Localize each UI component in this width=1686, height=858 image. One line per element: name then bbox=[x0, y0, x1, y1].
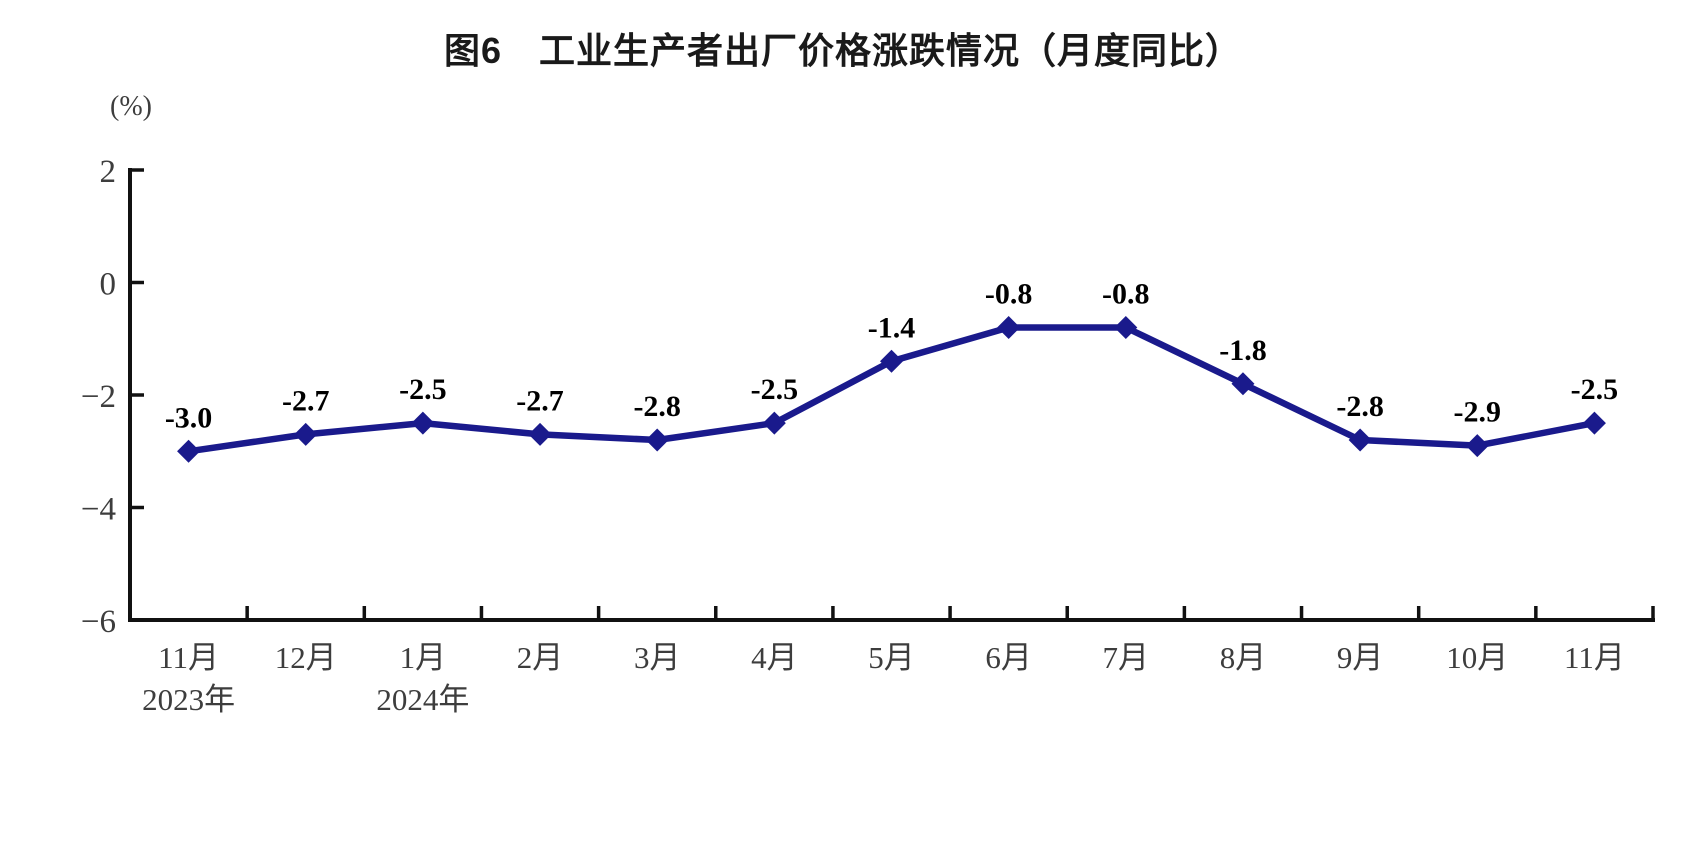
data-point-label: -2.7 bbox=[516, 384, 564, 417]
x-tick-label: 11月 bbox=[158, 640, 219, 675]
data-point-marker bbox=[645, 428, 669, 452]
y-tick-label: −6 bbox=[81, 604, 116, 640]
data-point-label: -2.9 bbox=[1454, 396, 1502, 429]
data-point-marker bbox=[1348, 428, 1372, 452]
data-point-marker bbox=[177, 439, 201, 463]
data-point-marker bbox=[880, 349, 903, 373]
x-tick-label: 6月 bbox=[985, 640, 1032, 675]
year-label: 2024年 bbox=[376, 682, 469, 717]
x-tick-label: 11月 bbox=[1564, 640, 1625, 675]
data-point-marker bbox=[1231, 372, 1255, 396]
data-point-marker bbox=[1114, 316, 1138, 339]
data-point-label: -2.7 bbox=[282, 384, 330, 417]
data-point-label: -2.5 bbox=[399, 373, 447, 406]
chart-title: 图6 工业生产者出厂价格涨跌情况（月度同比） bbox=[443, 30, 1243, 71]
data-point-marker bbox=[411, 411, 435, 435]
data-point-marker bbox=[294, 422, 318, 446]
y-tick-label: −4 bbox=[81, 492, 116, 528]
data-point-marker bbox=[528, 422, 552, 446]
x-tick-label: 2月 bbox=[517, 640, 564, 675]
y-axis-unit-label: (%) bbox=[110, 91, 152, 122]
x-tick-label: 4月 bbox=[751, 640, 798, 675]
year-label: 2023年 bbox=[142, 682, 235, 717]
x-tick-label: 10月 bbox=[1446, 640, 1508, 675]
x-tick-label: 3月 bbox=[634, 640, 681, 675]
y-tick-label: 0 bbox=[100, 267, 117, 303]
x-tick-label: 9月 bbox=[1337, 640, 1384, 675]
data-point-label: -0.8 bbox=[1102, 278, 1150, 311]
data-point-label: -1.8 bbox=[1219, 334, 1267, 367]
data-point-label: -0.8 bbox=[985, 278, 1033, 311]
data-point-marker bbox=[762, 411, 786, 435]
data-point-label: -2.5 bbox=[751, 373, 799, 406]
data-point-marker bbox=[1582, 411, 1606, 435]
y-tick-label: −2 bbox=[81, 379, 116, 415]
x-tick-label: 1月 bbox=[400, 640, 447, 675]
data-point-label: -3.0 bbox=[165, 401, 213, 434]
x-tick-label: 5月 bbox=[868, 640, 915, 675]
data-point-marker bbox=[997, 316, 1021, 339]
data-point-label: -1.4 bbox=[868, 311, 916, 344]
data-point-label: -2.5 bbox=[1571, 373, 1619, 406]
data-point-label: -2.8 bbox=[633, 390, 681, 423]
data-point-marker bbox=[1465, 434, 1489, 458]
x-tick-label: 12月 bbox=[275, 640, 337, 675]
y-tick-label: 2 bbox=[100, 154, 117, 190]
x-tick-label: 7月 bbox=[1103, 640, 1150, 675]
data-point-label: -2.8 bbox=[1336, 390, 1384, 423]
x-tick-label: 8月 bbox=[1220, 640, 1267, 675]
